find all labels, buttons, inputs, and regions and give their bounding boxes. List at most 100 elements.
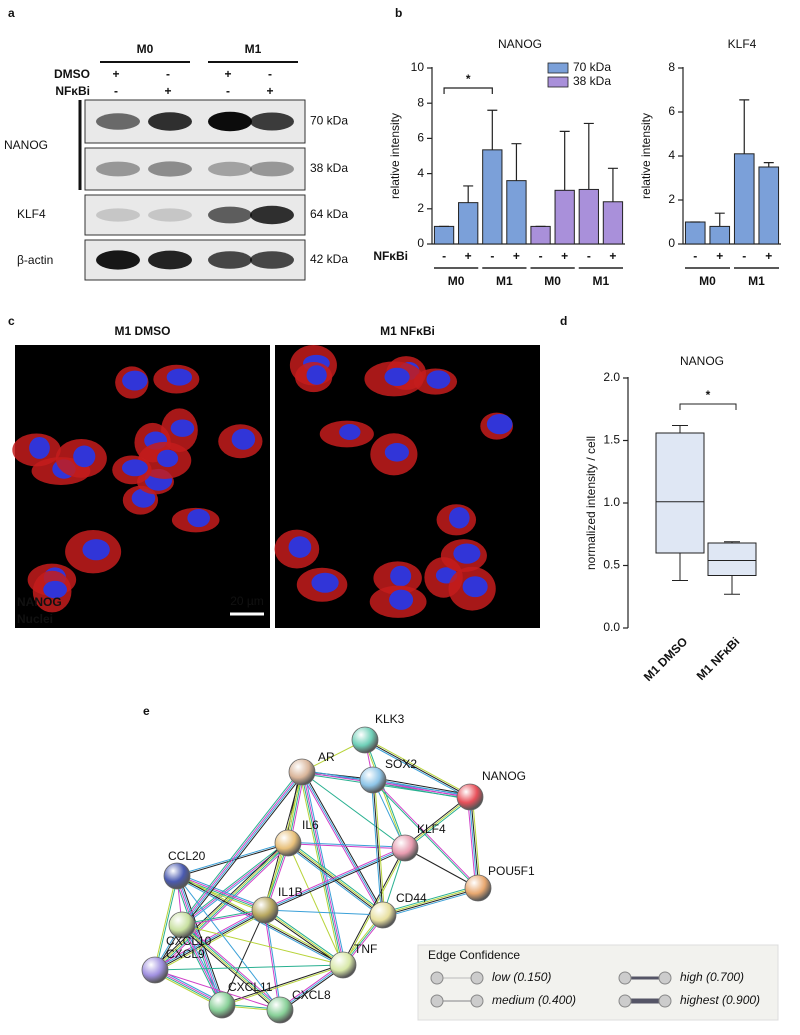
blot-band xyxy=(96,113,140,130)
nucleus xyxy=(486,414,513,435)
panel-label: c xyxy=(8,314,15,328)
network-edge xyxy=(264,846,405,909)
network-edge xyxy=(181,908,265,925)
x-axis-label: NFκBi xyxy=(373,249,408,263)
network-node xyxy=(464,874,492,902)
network-edge xyxy=(154,969,281,1011)
node-label: CXCL10 xyxy=(166,934,212,948)
nucleus xyxy=(187,509,210,528)
blot-band xyxy=(250,112,294,131)
network-edge xyxy=(263,910,343,967)
network-edge xyxy=(176,875,281,1011)
significance-bracket xyxy=(443,87,493,94)
network-edge xyxy=(156,844,291,973)
network-edge xyxy=(181,924,223,1006)
network-edge xyxy=(180,841,288,925)
y-tick-label: 0.5 xyxy=(603,558,620,572)
node-label: KLK3 xyxy=(375,712,405,726)
network-edge xyxy=(183,922,282,1009)
y-tick-label: 2 xyxy=(417,201,424,215)
network-edge xyxy=(467,797,477,889)
error-bar xyxy=(583,122,594,190)
blot-band xyxy=(148,112,192,131)
node-label: IL1B xyxy=(278,885,303,899)
blot-band xyxy=(148,250,192,270)
nucleus xyxy=(121,459,148,477)
node-label: CXCL8 xyxy=(292,988,331,1002)
blot-band xyxy=(96,208,140,222)
nucleus xyxy=(453,543,481,564)
nucleus xyxy=(384,367,410,387)
legend-node xyxy=(430,994,444,1008)
bar xyxy=(506,180,527,245)
blot-band xyxy=(96,250,140,270)
y-tick-label: 0 xyxy=(668,236,675,250)
y-tick-label: 1.5 xyxy=(603,433,620,447)
network-edge xyxy=(263,910,280,1011)
bar xyxy=(733,153,755,245)
network-edge xyxy=(289,840,385,914)
nucleus xyxy=(462,576,488,598)
network-edge xyxy=(265,908,345,965)
network-edge xyxy=(364,739,471,798)
box xyxy=(655,432,705,554)
error-bar xyxy=(739,99,750,154)
blot-band xyxy=(250,251,294,269)
y-tick-label: 10 xyxy=(411,60,425,74)
node-label: CXCL11 xyxy=(228,980,273,994)
network-edge xyxy=(182,924,224,1005)
bar xyxy=(433,225,455,245)
network-edge xyxy=(468,797,478,889)
significance-label: * xyxy=(706,388,711,402)
network-edge xyxy=(177,873,267,909)
blot-band xyxy=(250,205,294,225)
network-edge xyxy=(287,843,383,917)
box xyxy=(707,542,757,576)
y-tick-label: 4 xyxy=(417,166,424,180)
blot-band xyxy=(208,251,252,269)
x-tick-label: - xyxy=(539,249,543,263)
network-edge xyxy=(383,888,479,917)
network-edge xyxy=(264,909,344,966)
network-edge xyxy=(302,770,385,915)
network-edge xyxy=(152,840,287,969)
network-node xyxy=(266,996,294,1024)
x-tick-label: + xyxy=(465,249,472,263)
network-edge xyxy=(222,965,344,1007)
y-tick-label: 0.0 xyxy=(603,620,620,634)
network-edge xyxy=(382,885,478,914)
group-label: M0 xyxy=(448,274,465,288)
network-edge xyxy=(287,842,344,966)
blot-band xyxy=(208,161,252,177)
nucleus xyxy=(288,536,312,558)
network-edge xyxy=(372,780,470,799)
network-edge xyxy=(155,911,267,973)
y-tick-label: 0 xyxy=(417,236,424,250)
nucleus xyxy=(122,370,148,391)
network-edge xyxy=(153,907,265,969)
edge-legend-item: high (0.700) xyxy=(680,970,744,984)
network-edge xyxy=(470,796,480,888)
blot-band xyxy=(96,161,140,177)
legend-node xyxy=(470,971,484,985)
network-node xyxy=(251,896,279,924)
blot-protein: β-actin xyxy=(17,253,53,267)
edge-legend-title: Edge Confidence xyxy=(428,948,520,962)
x-tick-label: M1 NFκBi xyxy=(694,634,743,683)
node-label: AR xyxy=(318,750,335,764)
nucleus xyxy=(157,449,179,468)
y-tick-label: 2.0 xyxy=(603,370,620,384)
node-label: IL6 xyxy=(302,818,319,832)
blot-band xyxy=(148,161,192,177)
legend-node xyxy=(430,971,444,985)
blot-kda: 70 kDa xyxy=(310,114,348,128)
bar xyxy=(684,221,706,245)
significance-label: * xyxy=(466,72,471,86)
network-edge xyxy=(382,886,478,915)
node-label: POU5F1 xyxy=(488,864,535,878)
node-label: CXCL9 xyxy=(166,947,205,961)
blot-row-label: DMSO xyxy=(54,67,90,81)
blot-kda: 38 kDa xyxy=(310,161,348,175)
y-axis-label: relative intensity xyxy=(388,113,402,199)
